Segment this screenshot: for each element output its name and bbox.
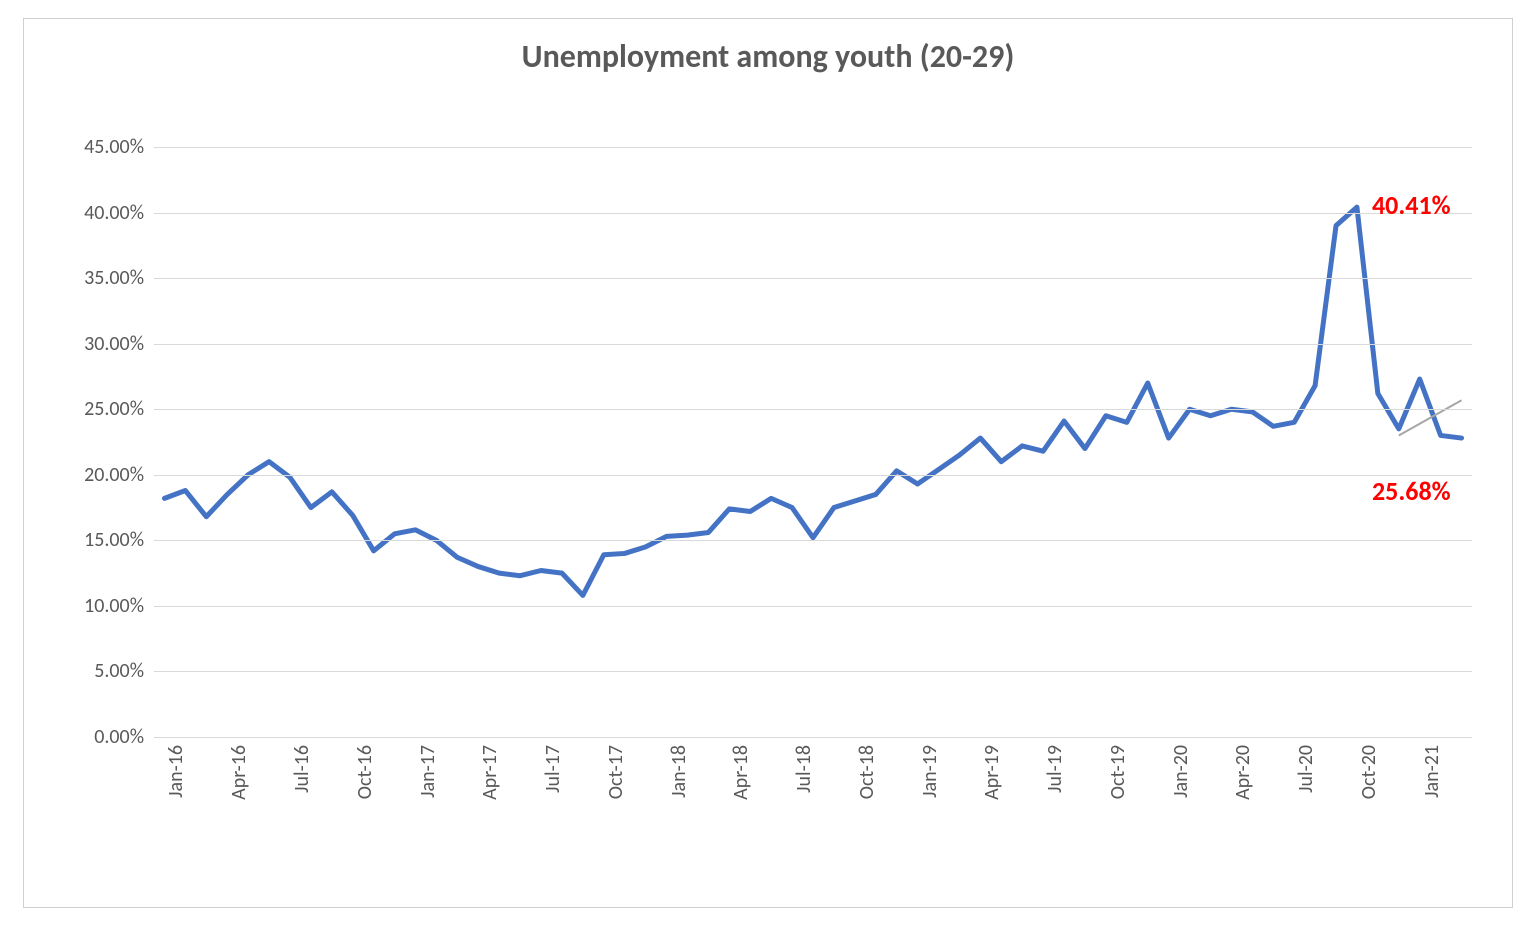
x-axis-tick-label: Oct-17 xyxy=(604,745,628,799)
x-axis-tick-label: Apr-17 xyxy=(478,745,502,800)
gridline xyxy=(154,147,1472,148)
x-axis-tick-label: Jul-17 xyxy=(541,745,565,793)
x-axis-tick-label: Oct-18 xyxy=(855,745,879,799)
chart-title: Unemployment among youth (20-29) xyxy=(24,37,1512,76)
line-series-svg xyxy=(154,147,1472,737)
gridline xyxy=(154,278,1472,279)
x-axis-tick-label: Jan-16 xyxy=(164,745,188,798)
y-axis-tick-label: 35.00% xyxy=(84,266,154,290)
gridline xyxy=(154,344,1472,345)
gridline xyxy=(154,737,1472,738)
x-axis-tick-label: Oct-19 xyxy=(1106,745,1130,799)
x-axis-tick-label: Jan-19 xyxy=(918,745,942,798)
x-axis-tick-label: Jul-20 xyxy=(1294,745,1318,793)
y-axis-tick-label: 25.00% xyxy=(84,397,154,421)
y-axis-tick-label: 10.00% xyxy=(84,594,154,618)
x-axis-tick-label: Jan-18 xyxy=(667,745,691,798)
y-axis-tick-label: 5.00% xyxy=(94,659,154,683)
x-axis-tick-label: Jul-19 xyxy=(1043,745,1067,793)
gridline xyxy=(154,671,1472,672)
chart-container: Unemployment among youth (20-29) 0.00%5.… xyxy=(23,18,1513,908)
y-axis-tick-label: 0.00% xyxy=(94,725,154,749)
x-axis-tick-label: Jan-20 xyxy=(1169,745,1193,798)
gridline xyxy=(154,409,1472,410)
x-axis-tick-label: Apr-19 xyxy=(980,745,1004,800)
gridline xyxy=(154,606,1472,607)
x-axis-tick-label: Apr-20 xyxy=(1231,745,1255,800)
plot-area: 0.00%5.00%10.00%15.00%20.00%25.00%30.00%… xyxy=(154,147,1472,737)
gridline xyxy=(154,475,1472,476)
data-label-annotation: 40.41% xyxy=(1372,189,1451,221)
y-axis-tick-label: 30.00% xyxy=(84,332,154,356)
x-axis-tick-label: Apr-16 xyxy=(227,745,251,800)
x-axis-tick-label: Apr-18 xyxy=(729,745,753,800)
y-axis-tick-label: 45.00% xyxy=(84,135,154,159)
x-axis-tick-label: Jan-17 xyxy=(416,745,440,798)
y-axis-tick-label: 20.00% xyxy=(84,463,154,487)
data-label-annotation: 25.68% xyxy=(1372,475,1451,507)
x-axis-tick-label: Jul-18 xyxy=(792,745,816,793)
x-axis-tick-label: Jan-21 xyxy=(1420,745,1444,798)
series-line xyxy=(164,207,1461,595)
x-axis-tick-label: Oct-16 xyxy=(353,745,377,799)
x-axis-tick-label: Jul-16 xyxy=(290,745,314,793)
gridline xyxy=(154,540,1472,541)
gridline xyxy=(154,213,1472,214)
x-axis-tick-label: Oct-20 xyxy=(1357,745,1381,799)
y-axis-tick-label: 15.00% xyxy=(84,528,154,552)
y-axis-tick-label: 40.00% xyxy=(84,201,154,225)
